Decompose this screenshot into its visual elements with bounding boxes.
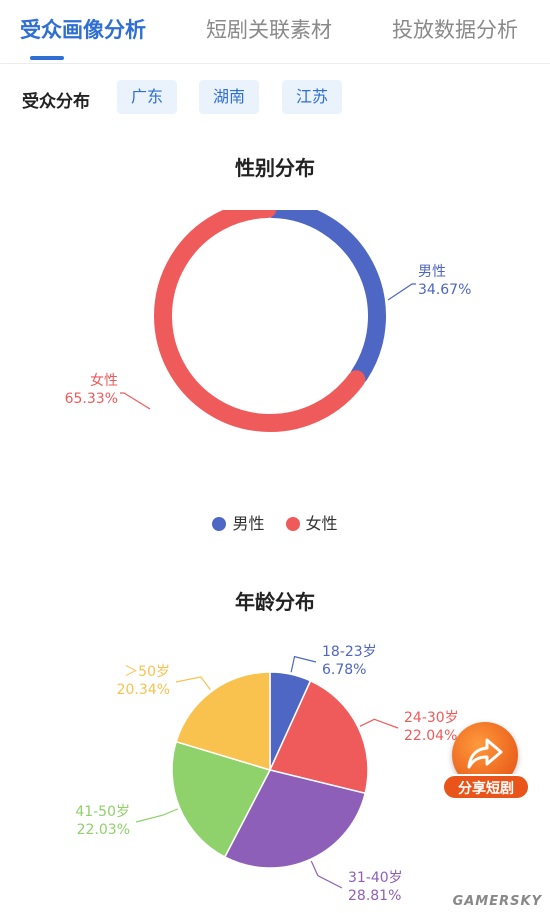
pie-label-value-4: 20.34% xyxy=(117,682,170,698)
gender-donut-chart: 男性 34.67% 女性 65.33% xyxy=(65,210,471,432)
pie-label-name-4: ＞50岁 xyxy=(124,664,170,680)
pie-label-name-1: 24-30岁 xyxy=(404,710,459,726)
legend-dot-male xyxy=(212,517,227,531)
pie-label-value-0: 6.78% xyxy=(322,662,366,678)
region-chip-guangdong[interactable]: 广东 xyxy=(117,80,178,114)
pie-leader-line-2 xyxy=(310,860,343,889)
pie-label-name-0: 18-23岁 xyxy=(322,644,377,660)
pie-label-value-3: 22.03% xyxy=(77,822,130,838)
pie-label-name-3: 41-50岁 xyxy=(75,804,130,820)
legend-item-female[interactable]: 女性 xyxy=(285,510,338,534)
donut-leader-line-0 xyxy=(387,283,416,301)
share-drama-button[interactable]: 分享短剧 xyxy=(442,722,530,806)
region-chip-hunan[interactable]: 湖南 xyxy=(199,80,260,114)
gender-chart-title: 性别分布 xyxy=(235,156,315,180)
pie-leader-line-4 xyxy=(175,676,211,691)
donut-label-name-1: 女性 xyxy=(90,372,118,389)
pie-slice-3[interactable] xyxy=(171,740,272,858)
tab-related-materials[interactable]: 短剧关联素材 xyxy=(206,18,332,42)
legend-dot-female xyxy=(285,517,300,531)
pie-slice-2[interactable] xyxy=(223,769,367,869)
gender-legend: 男性 女性 xyxy=(0,510,550,536)
donut-segment-1[interactable] xyxy=(154,210,366,432)
tab-audience-profile[interactable]: 受众画像分析 xyxy=(20,18,146,42)
share-arrow-icon xyxy=(467,738,503,769)
region-filter: 受众分布 广东 湖南 江苏 xyxy=(0,78,550,118)
pie-slice-1[interactable] xyxy=(268,679,369,795)
pie-label-value-1: 22.04% xyxy=(404,728,457,744)
age-chart-title: 年龄分布 xyxy=(235,590,315,614)
age-pie-chart: 18-23岁 6.78% 24-30岁 22.04% 31-40岁 28.81% 41-50… xyxy=(75,644,459,904)
pie-leader-line-3 xyxy=(135,808,179,823)
share-label: 分享短剧 xyxy=(442,774,530,800)
donut-leader-line-1 xyxy=(120,392,151,410)
pie-slice-4[interactable] xyxy=(175,671,271,772)
pie-leader-line-0 xyxy=(290,655,317,673)
region-label: 受众分布 xyxy=(22,92,90,112)
donut-label-value-1: 65.33% xyxy=(65,391,118,407)
pie-leader-line-1 xyxy=(359,718,399,729)
donut-label-value-0: 34.67% xyxy=(418,282,471,298)
donut-segment-0[interactable] xyxy=(263,210,386,384)
pie-label-value-2: 28.81% xyxy=(348,888,401,904)
tab-delivery-data[interactable]: 投放数据分析 xyxy=(392,18,518,42)
tab-bar: 受众画像分析 短剧关联素材 投放数据分析 xyxy=(0,0,550,64)
legend-label-female: 女性 xyxy=(305,514,338,533)
region-chip-jiangsu[interactable]: 江苏 xyxy=(282,80,343,114)
active-tab-indicator xyxy=(30,56,64,60)
donut-label-name-0: 男性 xyxy=(418,264,446,280)
pie-label-name-2: 31-40岁 xyxy=(348,870,403,886)
watermark-logo: GAMERSKY xyxy=(452,894,542,909)
legend-label-male: 男性 xyxy=(232,514,265,533)
legend-item-male[interactable]: 男性 xyxy=(212,510,264,534)
